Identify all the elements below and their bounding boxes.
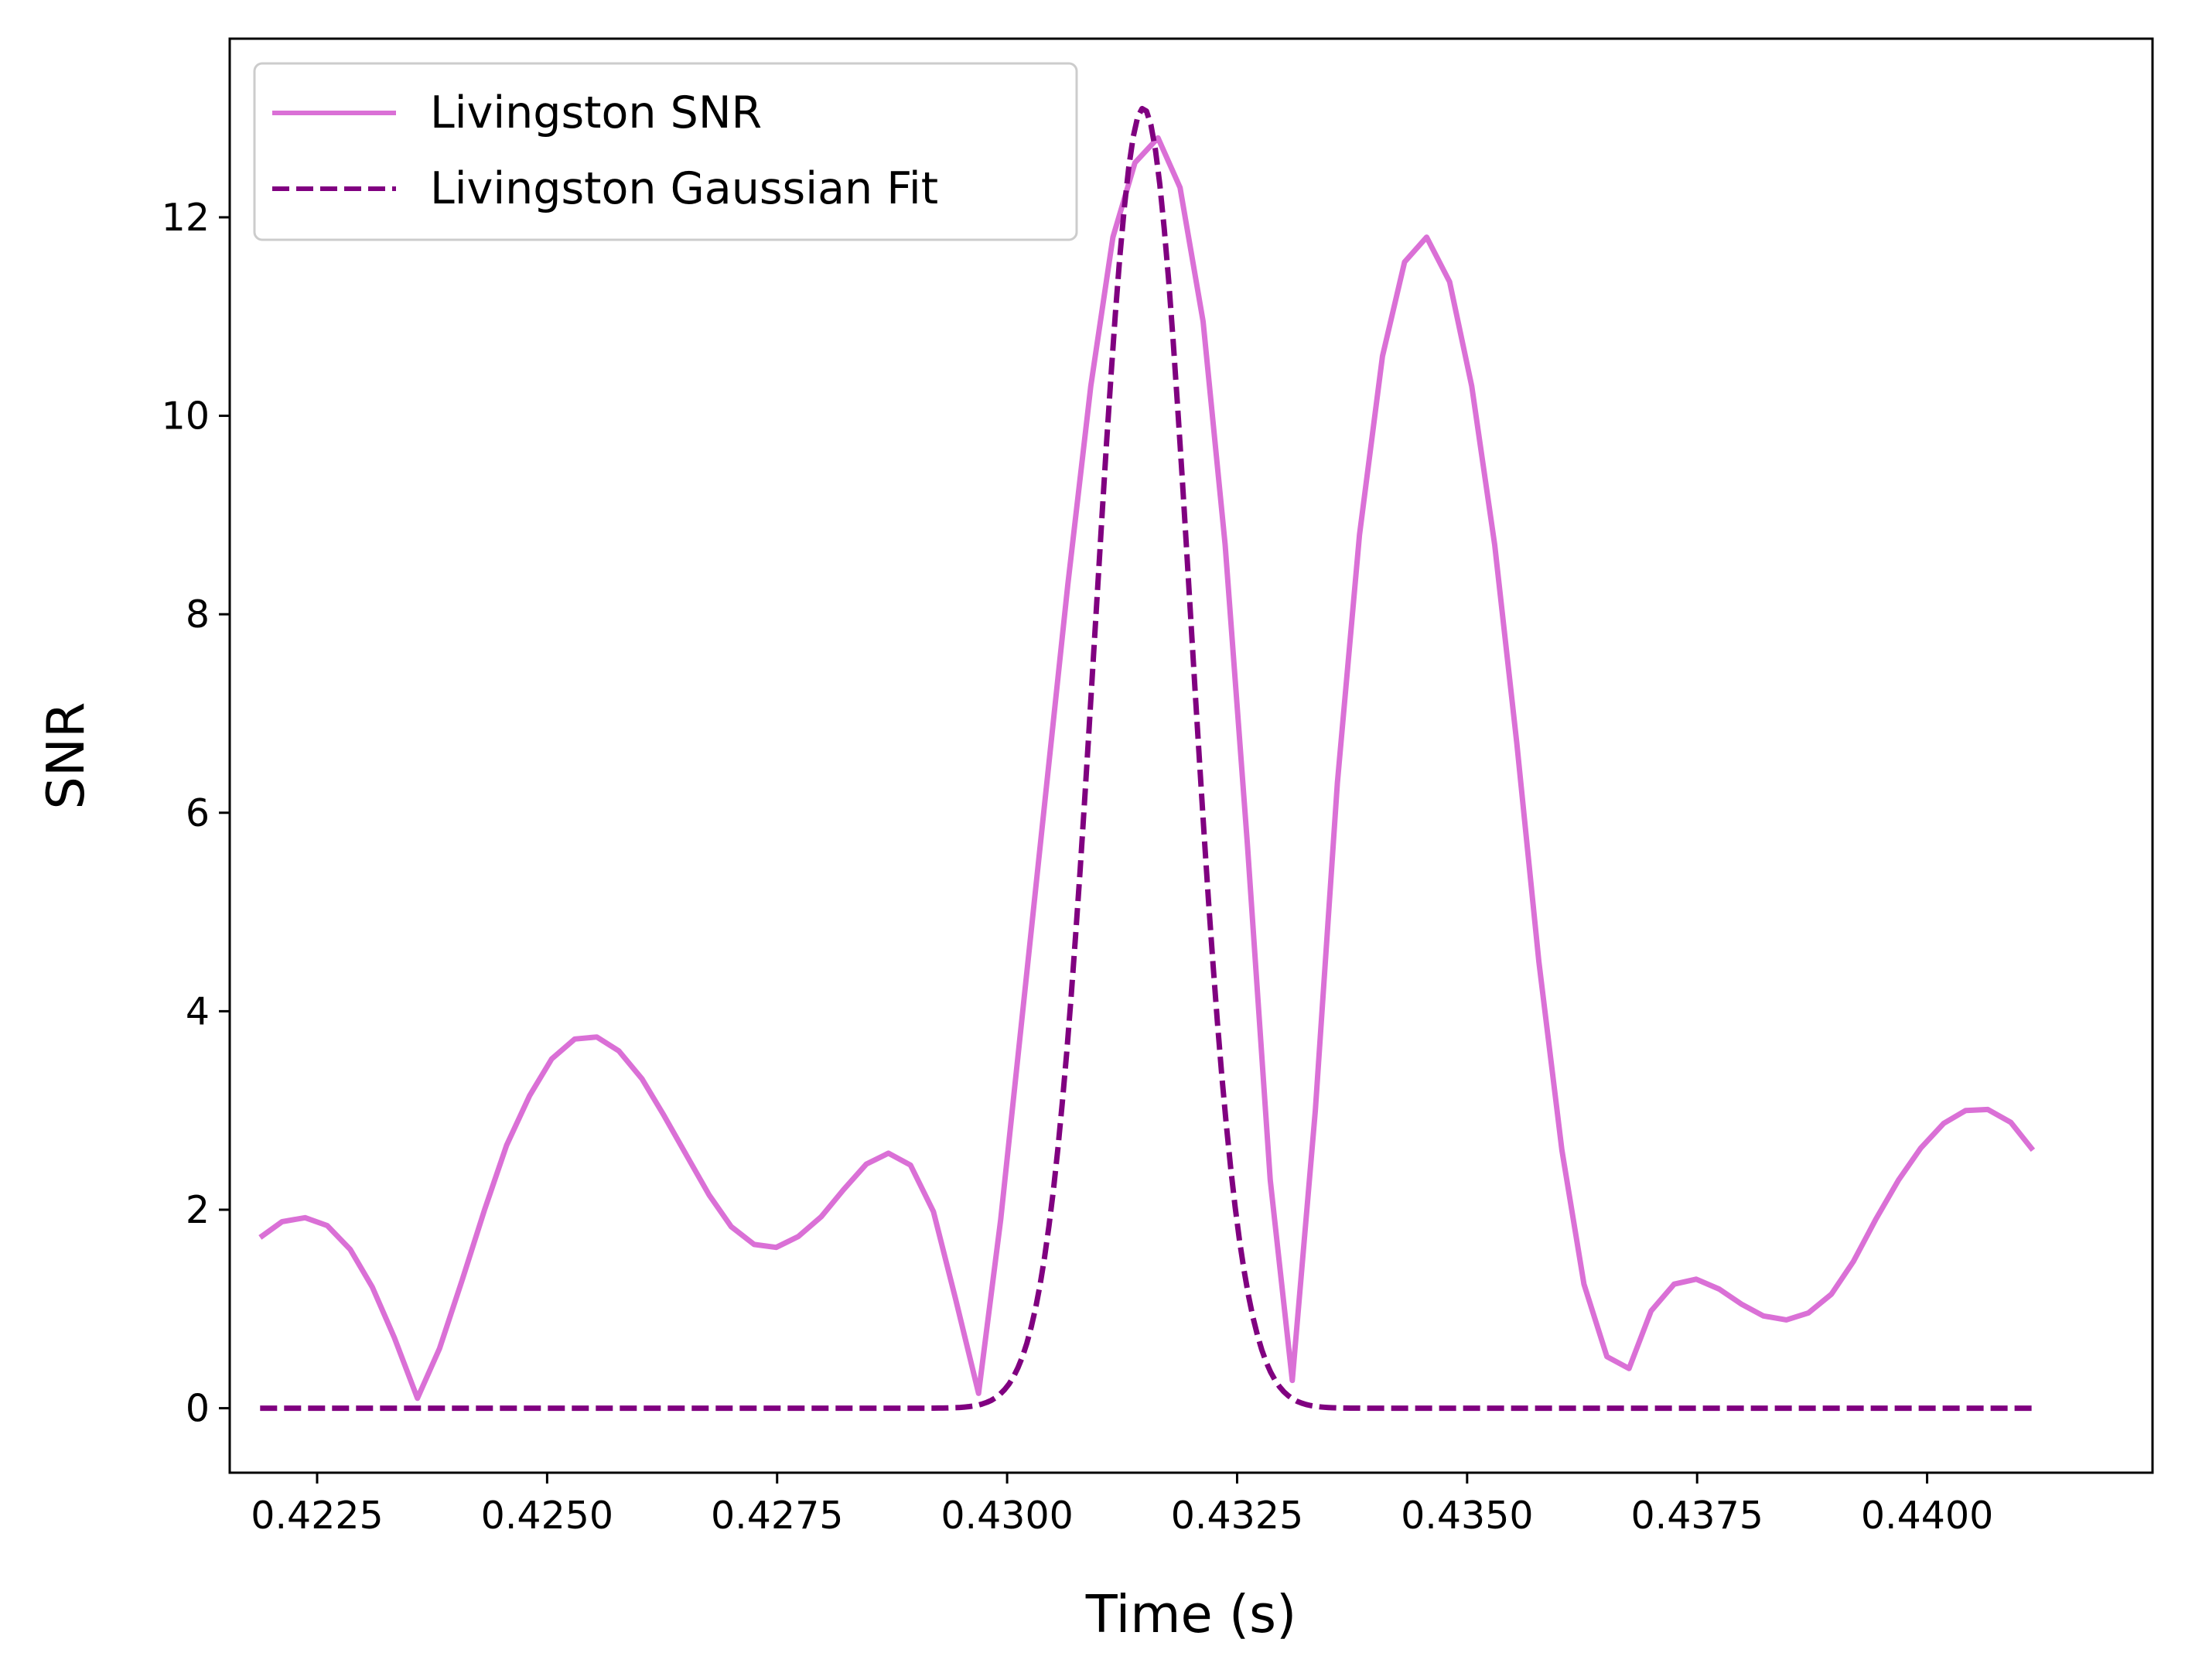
legend-label-gaussian-fit: Livingston Gaussian Fit [430,163,938,214]
y-tick-label: 12 [162,196,210,240]
series-layer [258,105,2036,1412]
y-tick-label: 6 [186,791,210,835]
series-line-livingston-gaussian-fit [260,105,2033,1412]
x-axis-label: Time (s) [1085,1584,1296,1644]
y-tick-label: 2 [186,1188,210,1232]
x-axis-ticks: 0.4225 0.4250 0.4275 0.4300 0.4325 0.4350 0.43… [251,1473,1993,1538]
x-tick-label: 0.4250 [481,1494,613,1538]
legend: Livingston SNR Livingston Gaussian Fit [253,62,1078,241]
series-line-livingston-snr [258,135,2036,1402]
y-tick-label: 8 [186,592,210,637]
legend-label-livingston-snr: Livingston SNR [430,87,762,138]
legend-box [253,62,1078,241]
y-tick-label: 4 [186,989,210,1033]
x-tick-label: 0.4225 [251,1494,383,1538]
x-tick-label: 0.4350 [1401,1494,1533,1538]
plot-frame [228,37,2154,1474]
y-tick-label: 0 [186,1387,210,1431]
x-tick-label: 0.4375 [1630,1494,1763,1538]
x-tick-label: 0.4400 [1861,1494,1993,1538]
y-tick-label: 10 [162,394,210,439]
x-tick-label: 0.4300 [941,1494,1073,1538]
x-tick-label: 0.4325 [1171,1494,1303,1538]
x-tick-label: 0.4275 [711,1494,843,1538]
y-axis-label: SNR [36,702,96,809]
y-axis-ticks: 0 2 4 6 8 10 12 [162,196,230,1431]
